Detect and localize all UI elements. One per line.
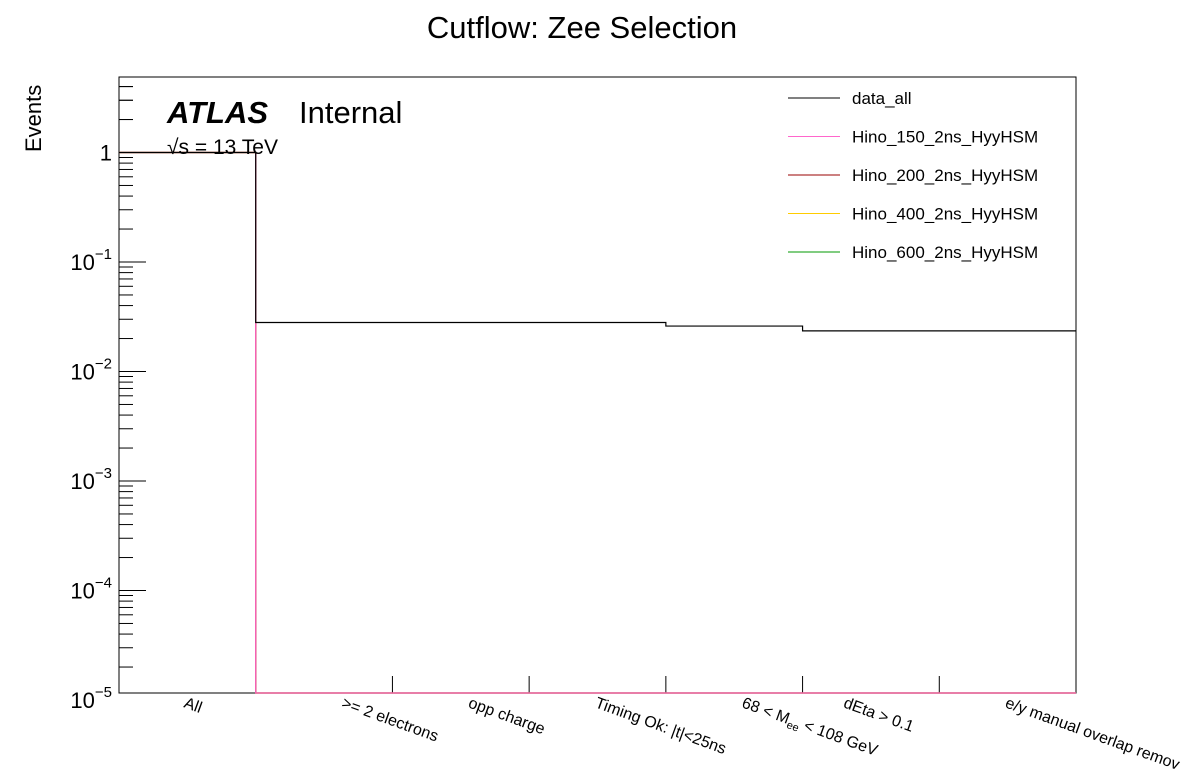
x-tick-label: Timing Ok: |t|<25ns xyxy=(593,695,728,758)
y-axis-ticks xyxy=(119,86,146,668)
x-tick-label: dEta > 0.1 xyxy=(841,695,916,736)
y-axis-tick-labels: 1 10−1 10−2 10−3 10−4 10−5 xyxy=(70,141,112,714)
legend-entry: data_all xyxy=(852,89,912,108)
legend-entry: Hino_600_2ns_HyyHSM xyxy=(852,243,1038,262)
series-line-Hino_200_2ns_HyyHSM xyxy=(119,151,1076,694)
chart-title: Cutflow: Zee Selection xyxy=(427,10,737,45)
x-axis-ticks xyxy=(255,676,940,693)
energy-label: √s = 13 TeV xyxy=(167,136,278,159)
series-line-Hino_150_2ns_HyyHSM xyxy=(119,151,1076,694)
y-tick-label: 10−3 xyxy=(70,465,112,494)
series-line-Hino_400_2ns_HyyHSM xyxy=(119,151,1076,694)
legend-entry: Hino_150_2ns_HyyHSM xyxy=(852,128,1038,147)
series-line-data_all xyxy=(119,151,1076,332)
legend-entry: Hino_200_2ns_HyyHSM xyxy=(852,166,1038,185)
internal-label: Internal xyxy=(299,95,402,130)
series-line-Hino_600_2ns_HyyHSM xyxy=(119,151,1076,694)
y-tick-label: 1 xyxy=(100,141,112,166)
x-axis-tick-labels: All >= 2 electrons opp charge Timing Ok: |t… xyxy=(182,695,1182,772)
legend-entry: Hino_400_2ns_HyyHSM xyxy=(852,205,1038,224)
legend: data_all Hino_150_2ns_HyyHSM Hino_200_2ns_… xyxy=(788,89,1038,262)
histogram-series xyxy=(119,151,1076,694)
y-tick-label: 10−4 xyxy=(70,575,112,604)
x-tick-label: >= 2 electrons xyxy=(339,695,440,746)
y-tick-label: 10−5 xyxy=(70,684,112,713)
y-tick-label: 10−2 xyxy=(70,356,112,385)
x-tick-label: e/y manual overlap remov xyxy=(1003,695,1182,772)
atlas-label: ATLAS xyxy=(166,95,268,130)
x-tick-label: opp charge xyxy=(466,695,547,738)
x-tick-label: All xyxy=(182,695,205,717)
y-axis-label: Events xyxy=(21,85,46,152)
y-tick-label: 10−1 xyxy=(70,246,112,275)
